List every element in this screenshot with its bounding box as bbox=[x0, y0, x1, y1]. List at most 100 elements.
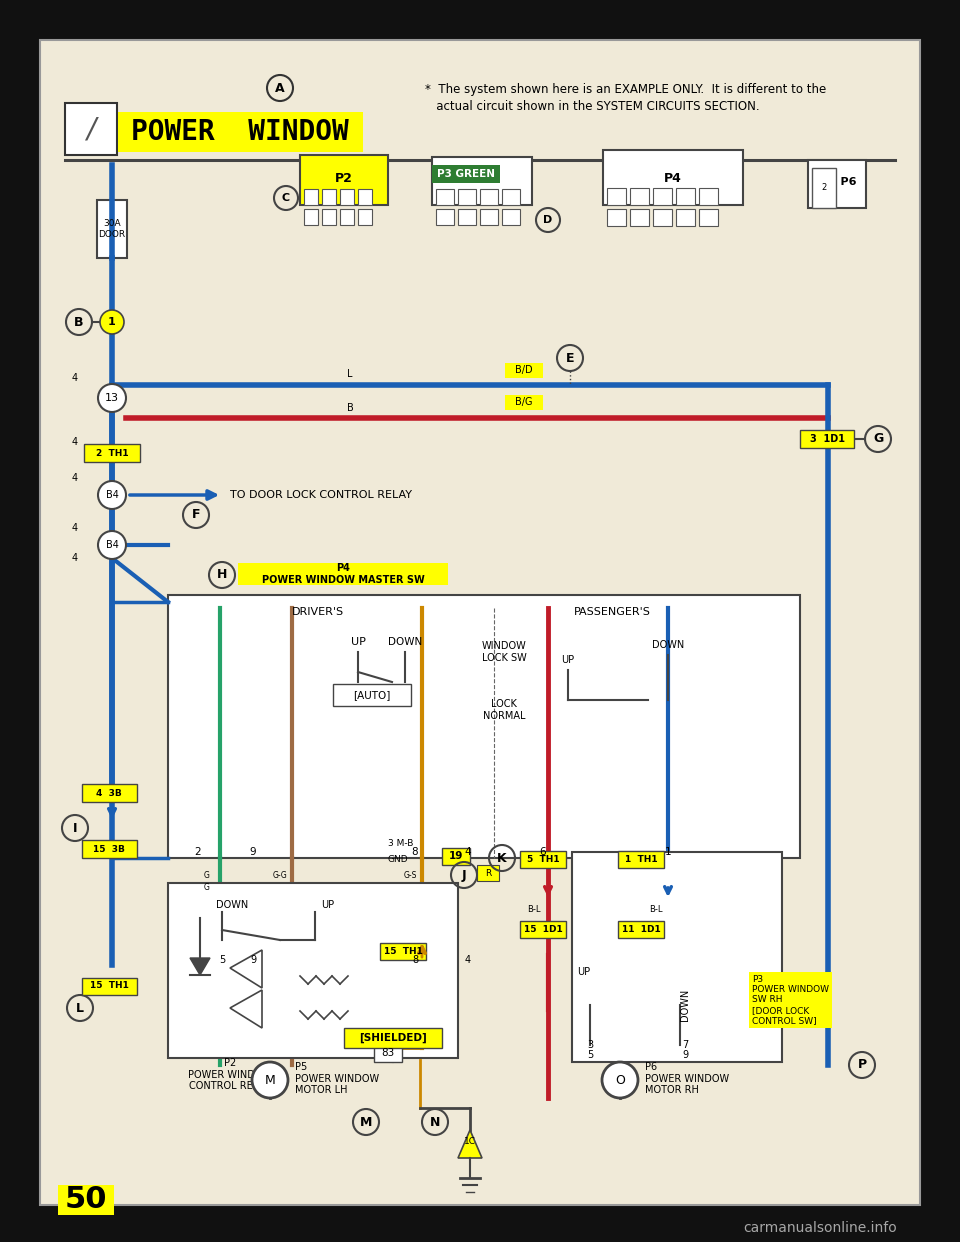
Bar bbox=[480, 209, 498, 225]
Text: 4: 4 bbox=[72, 553, 78, 563]
Bar bbox=[458, 189, 476, 205]
Text: 30A
DOOR: 30A DOOR bbox=[99, 220, 126, 238]
Text: 9: 9 bbox=[250, 955, 256, 965]
Text: 1  TH1: 1 TH1 bbox=[625, 854, 658, 863]
Text: UP: UP bbox=[577, 968, 590, 977]
Bar bbox=[84, 443, 140, 462]
Text: DOWN: DOWN bbox=[652, 640, 684, 650]
Bar bbox=[344, 1028, 442, 1048]
Bar bbox=[82, 784, 137, 802]
Text: 50: 50 bbox=[64, 1186, 108, 1215]
Text: B-L: B-L bbox=[527, 905, 540, 914]
Bar bbox=[607, 209, 626, 226]
Bar bbox=[699, 209, 718, 226]
Text: K: K bbox=[497, 852, 507, 864]
Text: P3 GREEN: P3 GREEN bbox=[437, 169, 495, 179]
Bar bbox=[304, 209, 318, 225]
Bar bbox=[502, 189, 520, 205]
Text: B: B bbox=[347, 402, 353, 414]
Text: B: B bbox=[74, 315, 84, 328]
Text: 3: 3 bbox=[587, 1040, 593, 1049]
Text: GND: GND bbox=[388, 856, 409, 864]
Bar bbox=[502, 209, 520, 225]
Text: DRIVER'S: DRIVER'S bbox=[292, 607, 344, 617]
Text: 4: 4 bbox=[465, 847, 471, 857]
Bar bbox=[322, 209, 336, 225]
Text: 4: 4 bbox=[72, 473, 78, 483]
Bar bbox=[82, 840, 137, 858]
Text: 4: 4 bbox=[465, 955, 471, 965]
Text: A: A bbox=[276, 82, 285, 94]
Bar bbox=[300, 155, 388, 205]
Text: 1C: 1C bbox=[464, 1138, 476, 1146]
Bar bbox=[65, 103, 117, 155]
Text: 1: 1 bbox=[664, 847, 671, 857]
Circle shape bbox=[98, 384, 126, 412]
Text: P2: P2 bbox=[335, 171, 353, 185]
Text: 5: 5 bbox=[219, 955, 226, 965]
Text: 8: 8 bbox=[412, 847, 419, 857]
Text: 2: 2 bbox=[195, 847, 202, 857]
Text: PASSENGER'S: PASSENGER'S bbox=[573, 607, 651, 617]
Bar bbox=[432, 156, 532, 205]
Bar bbox=[333, 684, 411, 705]
Text: G-S: G-S bbox=[403, 872, 417, 881]
Text: 1: 1 bbox=[108, 317, 116, 327]
Text: M: M bbox=[265, 1073, 276, 1087]
Text: 7: 7 bbox=[682, 1040, 688, 1049]
Circle shape bbox=[98, 532, 126, 559]
Text: P4: P4 bbox=[664, 171, 682, 185]
Text: 3 M-B: 3 M-B bbox=[388, 838, 414, 847]
Text: [SHIELDED]: [SHIELDED] bbox=[359, 1033, 427, 1043]
Bar bbox=[380, 943, 426, 960]
Bar bbox=[618, 851, 664, 868]
Bar bbox=[168, 595, 800, 858]
Bar bbox=[676, 209, 695, 226]
Text: G: G bbox=[204, 872, 210, 881]
Text: B4: B4 bbox=[106, 540, 118, 550]
Bar bbox=[118, 112, 363, 152]
Bar bbox=[505, 395, 543, 410]
Text: UP: UP bbox=[562, 655, 575, 664]
Text: B4: B4 bbox=[106, 491, 118, 501]
Text: 13: 13 bbox=[105, 392, 119, 402]
Text: 3  1D1: 3 1D1 bbox=[809, 433, 845, 443]
Bar bbox=[572, 852, 782, 1062]
Text: P5  P6: P5 P6 bbox=[817, 178, 856, 188]
Text: H: H bbox=[217, 569, 228, 581]
Bar bbox=[168, 883, 458, 1058]
Text: WINDOW
LOCK SW: WINDOW LOCK SW bbox=[482, 641, 526, 663]
Text: UP: UP bbox=[350, 637, 366, 647]
Text: L: L bbox=[76, 1001, 84, 1015]
Bar bbox=[458, 209, 476, 225]
Text: 15  TH1: 15 TH1 bbox=[89, 981, 129, 991]
Bar bbox=[800, 430, 854, 448]
Bar bbox=[505, 363, 543, 378]
Text: UP: UP bbox=[322, 900, 335, 910]
Bar bbox=[808, 160, 866, 207]
Circle shape bbox=[252, 1062, 288, 1098]
Text: 15  1D1: 15 1D1 bbox=[523, 924, 563, 934]
Text: C: C bbox=[282, 193, 290, 202]
Text: 2: 2 bbox=[822, 184, 827, 193]
Text: DOWN: DOWN bbox=[216, 900, 248, 910]
Text: D: D bbox=[543, 215, 553, 225]
Bar bbox=[374, 1045, 402, 1062]
Circle shape bbox=[98, 481, 126, 509]
Text: 8: 8 bbox=[412, 955, 418, 965]
Bar bbox=[322, 189, 336, 205]
Polygon shape bbox=[190, 958, 210, 975]
Text: carmanualsonline.info: carmanualsonline.info bbox=[743, 1221, 897, 1235]
Text: P4
POWER WINDOW MASTER SW: P4 POWER WINDOW MASTER SW bbox=[262, 563, 424, 585]
Bar bbox=[436, 209, 454, 225]
Bar bbox=[97, 200, 127, 258]
Text: R: R bbox=[485, 868, 492, 878]
Text: M: M bbox=[360, 1115, 372, 1129]
Bar bbox=[340, 209, 354, 225]
Text: P3
POWER WINDOW
SW RH
[DOOR LOCK
CONTROL SW]: P3 POWER WINDOW SW RH [DOOR LOCK CONTROL… bbox=[752, 975, 829, 1026]
Text: I: I bbox=[73, 821, 77, 835]
Bar bbox=[480, 189, 498, 205]
Bar bbox=[676, 188, 695, 205]
Text: 15  TH1: 15 TH1 bbox=[384, 946, 422, 955]
Text: B/D: B/D bbox=[516, 365, 533, 375]
